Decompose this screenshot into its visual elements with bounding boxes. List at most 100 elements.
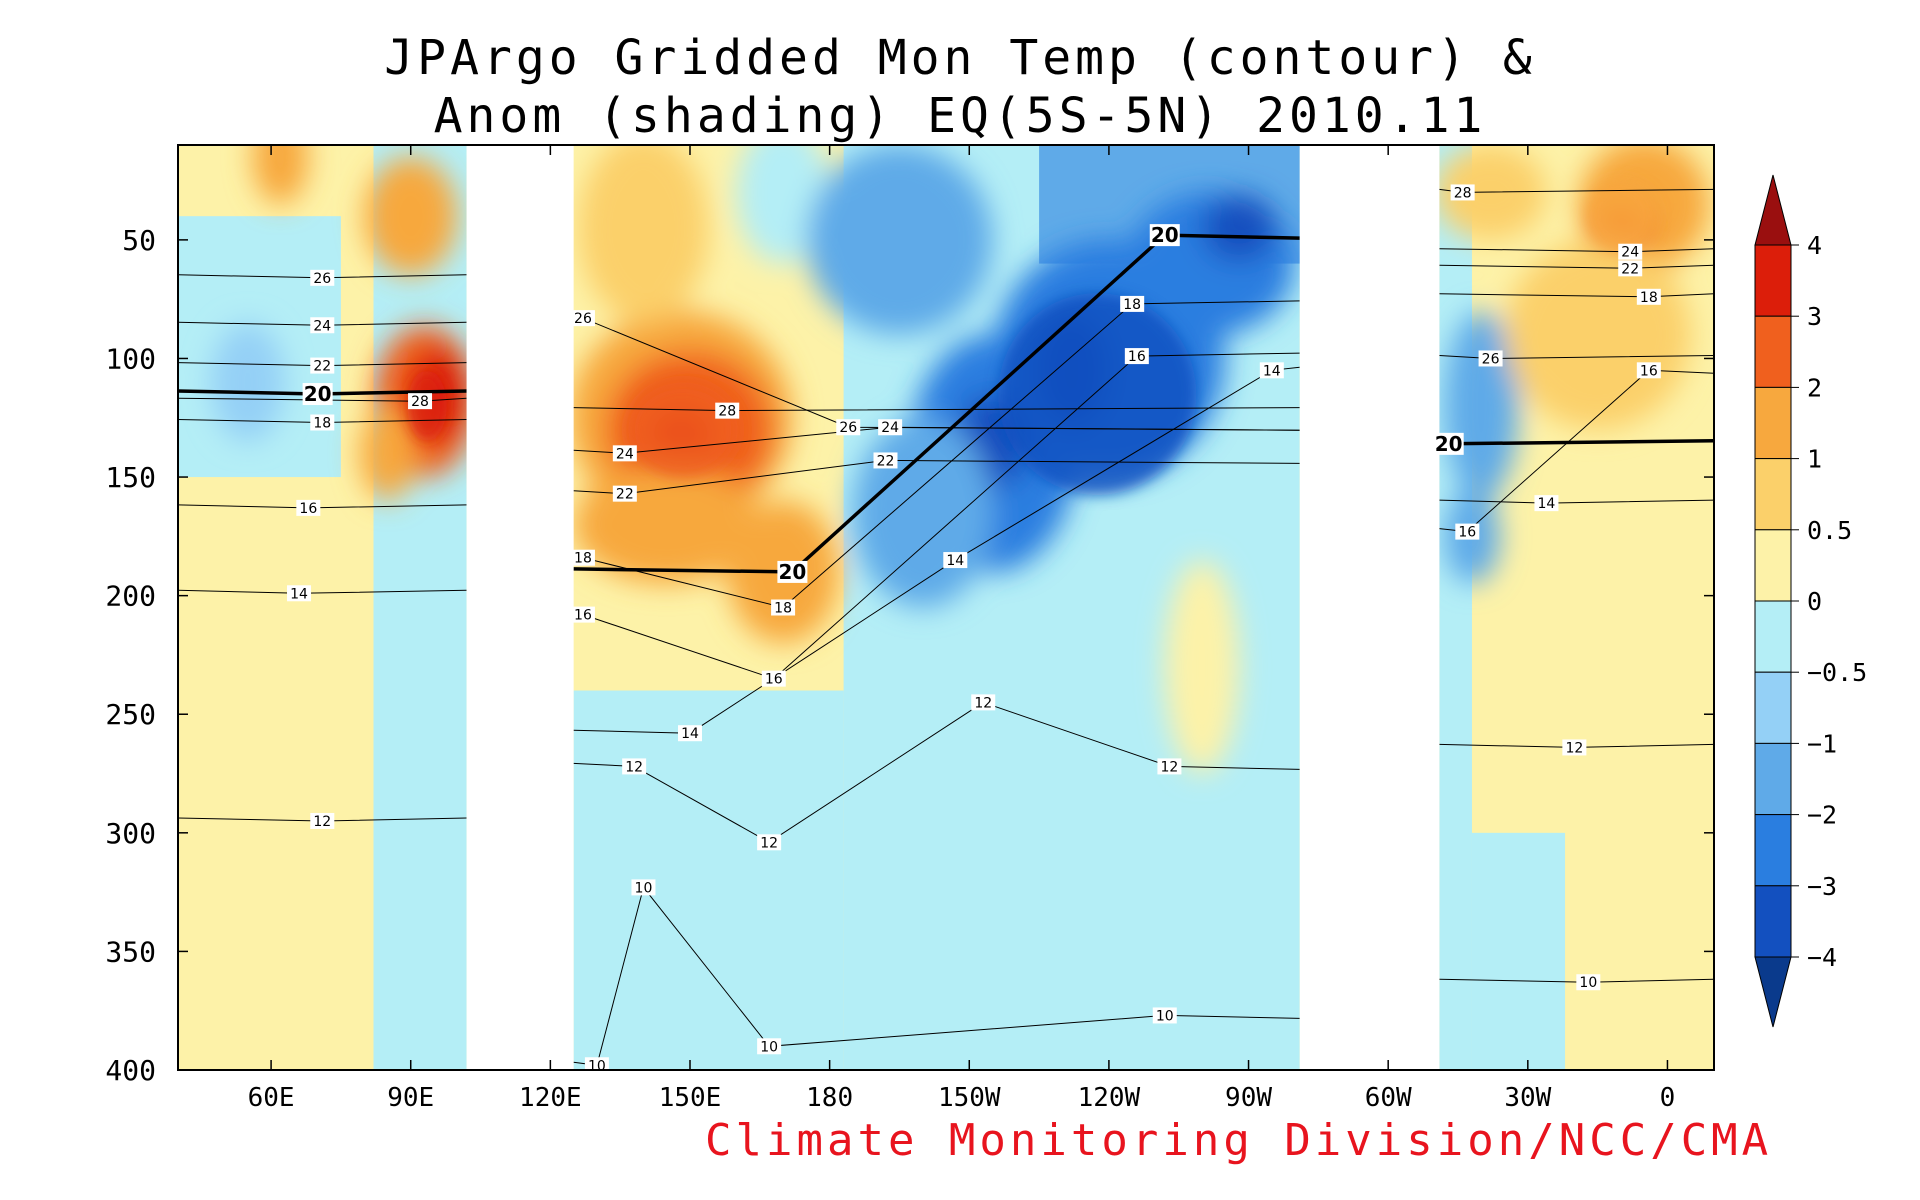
contour-label: 16 (761, 670, 786, 688)
contour-label: 22 (612, 485, 637, 503)
colorbar-legend: 4 3 2 1 0.5 0 −0.5 −1 −2 −3 −4 (1754, 174, 1867, 1028)
colorbar-swatch (1754, 315, 1792, 388)
colorbar-swatch (1754, 529, 1792, 602)
contour-label-text: 26 (839, 420, 857, 436)
contour-label-bg (1157, 758, 1182, 775)
contour-label: 26 (310, 269, 335, 287)
anomaly-band (373, 145, 467, 1070)
contour-label-bg (1259, 362, 1284, 379)
colorbar-arrow-top (1754, 174, 1792, 246)
contour-label: 28 (1450, 184, 1475, 201)
contour-label-text: 16 (765, 672, 783, 688)
contour-label: 12 (971, 694, 996, 711)
contour-label-bg (612, 485, 637, 502)
contour-label-bg (971, 694, 996, 711)
contour-label-bg (873, 452, 898, 469)
contour-label: 22 (873, 452, 898, 469)
contour-label-text: 14 (290, 586, 308, 602)
contour-label-bg (570, 310, 595, 327)
x-tick-label: 60E (248, 1083, 295, 1113)
contour-label-bg (1120, 295, 1145, 312)
contour-label-bg (296, 499, 321, 516)
contour-label-text: 12 (313, 814, 331, 830)
contour-label-bg (1636, 288, 1661, 305)
contour-label-bg (1478, 350, 1503, 367)
y-tick-label: 400 (105, 1054, 156, 1087)
contour-label-bg (570, 606, 595, 623)
contour-label-bg (678, 725, 702, 742)
contour-label: 18 (310, 414, 335, 432)
y-tick-label: 250 (105, 698, 156, 731)
contour-label-text: 14 (1538, 496, 1556, 512)
contour-label-text: 26 (1482, 351, 1500, 367)
chart-title: JPArgo Gridded Mon Temp (contour) & (384, 30, 1536, 86)
contour-label: 16 (1124, 348, 1149, 365)
x-tick-label: 30W (1504, 1083, 1551, 1113)
contour-label-text: 22 (313, 359, 331, 375)
x-tick-label: 90W (1225, 1083, 1272, 1113)
contour-label: 12 (1562, 739, 1587, 756)
contour-label-bg (943, 552, 968, 569)
contour-label-text: 12 (625, 759, 643, 775)
contour-label-text: 22 (877, 453, 895, 469)
anomaly-core (998, 293, 1197, 495)
contour-label: 14 (943, 552, 968, 569)
contour-label-bg (771, 599, 796, 616)
no-data-gap (466, 146, 574, 1069)
contour-24 (573, 426, 1300, 454)
contour-label-bg (570, 549, 595, 566)
x-tick-label: 120E (519, 1083, 582, 1113)
x-tick-label: 150E (659, 1083, 722, 1113)
contour-label-text: 16 (1458, 525, 1476, 541)
contour-label-bg (310, 357, 335, 374)
colorbar-label: 0.5 (1807, 516, 1852, 545)
colorbar-label: 1 (1807, 445, 1822, 474)
contour-label: 28 (715, 402, 740, 420)
contour-label: 12 (310, 812, 335, 830)
y-tick-label: 200 (105, 580, 156, 613)
contour-label-bg (287, 585, 312, 602)
colorbar-label: −4 (1807, 943, 1837, 972)
contour-label: 18 (1636, 288, 1661, 306)
colorbar-swatch (1754, 600, 1792, 673)
contour-label-text: 20 (1151, 223, 1179, 247)
x-axis: 60E 90E 120E 150E 180 150W 120W 90W 60W 30W 0 (248, 145, 1676, 1113)
contour-label-bg (1618, 243, 1643, 260)
colorbar-swatch (1754, 671, 1792, 744)
contour-label-text: 24 (616, 446, 634, 462)
contour-label: 16 (296, 499, 321, 517)
anomaly-region (578, 145, 709, 323)
anomaly-region (806, 145, 993, 335)
x-tick-label: 120W (1078, 1083, 1141, 1113)
contour-label-text: 10 (588, 1058, 606, 1074)
contour-label-text: 20 (304, 382, 332, 406)
contour-label: 10 (1152, 1007, 1177, 1024)
contour-label-text: 16 (574, 608, 592, 624)
colorbar-swatch (1754, 885, 1792, 958)
contour-label: 16 (1455, 523, 1480, 541)
contour-label: 22 (310, 357, 335, 375)
contour-label-text: 22 (1621, 261, 1639, 277)
no-data-gap (1299, 146, 1440, 1069)
contour-label-text: 20 (1435, 432, 1463, 456)
contour-label-bg (1534, 495, 1559, 512)
x-tick-label: 150W (938, 1083, 1001, 1113)
credit-text: Climate Monitoring Division/NCC/CMA (705, 1115, 1773, 1166)
contour-label-layer: 2828282626262624242424222222222020202018… (287, 184, 1661, 1074)
contour-label-text: 16 (1128, 349, 1146, 365)
contour-label: 26 (570, 310, 595, 327)
x-tick-label: 180 (806, 1083, 853, 1113)
contour-label-text: 18 (1123, 297, 1141, 313)
contour-label-text: 28 (411, 394, 429, 410)
contour-label: 12 (622, 758, 647, 775)
contour-label: 14 (678, 725, 702, 742)
contour-label-bg (1450, 184, 1475, 201)
x-tick-label: 0 (1660, 1083, 1676, 1113)
contour-label: 12 (757, 834, 782, 851)
contour-label: 20 (302, 382, 333, 406)
contour-label: 24 (612, 445, 637, 462)
anomaly-band (1471, 832, 1566, 1070)
contour-label: 20 (777, 560, 808, 584)
anomaly-region (1504, 239, 1691, 430)
contour-label-text: 28 (1454, 185, 1472, 201)
